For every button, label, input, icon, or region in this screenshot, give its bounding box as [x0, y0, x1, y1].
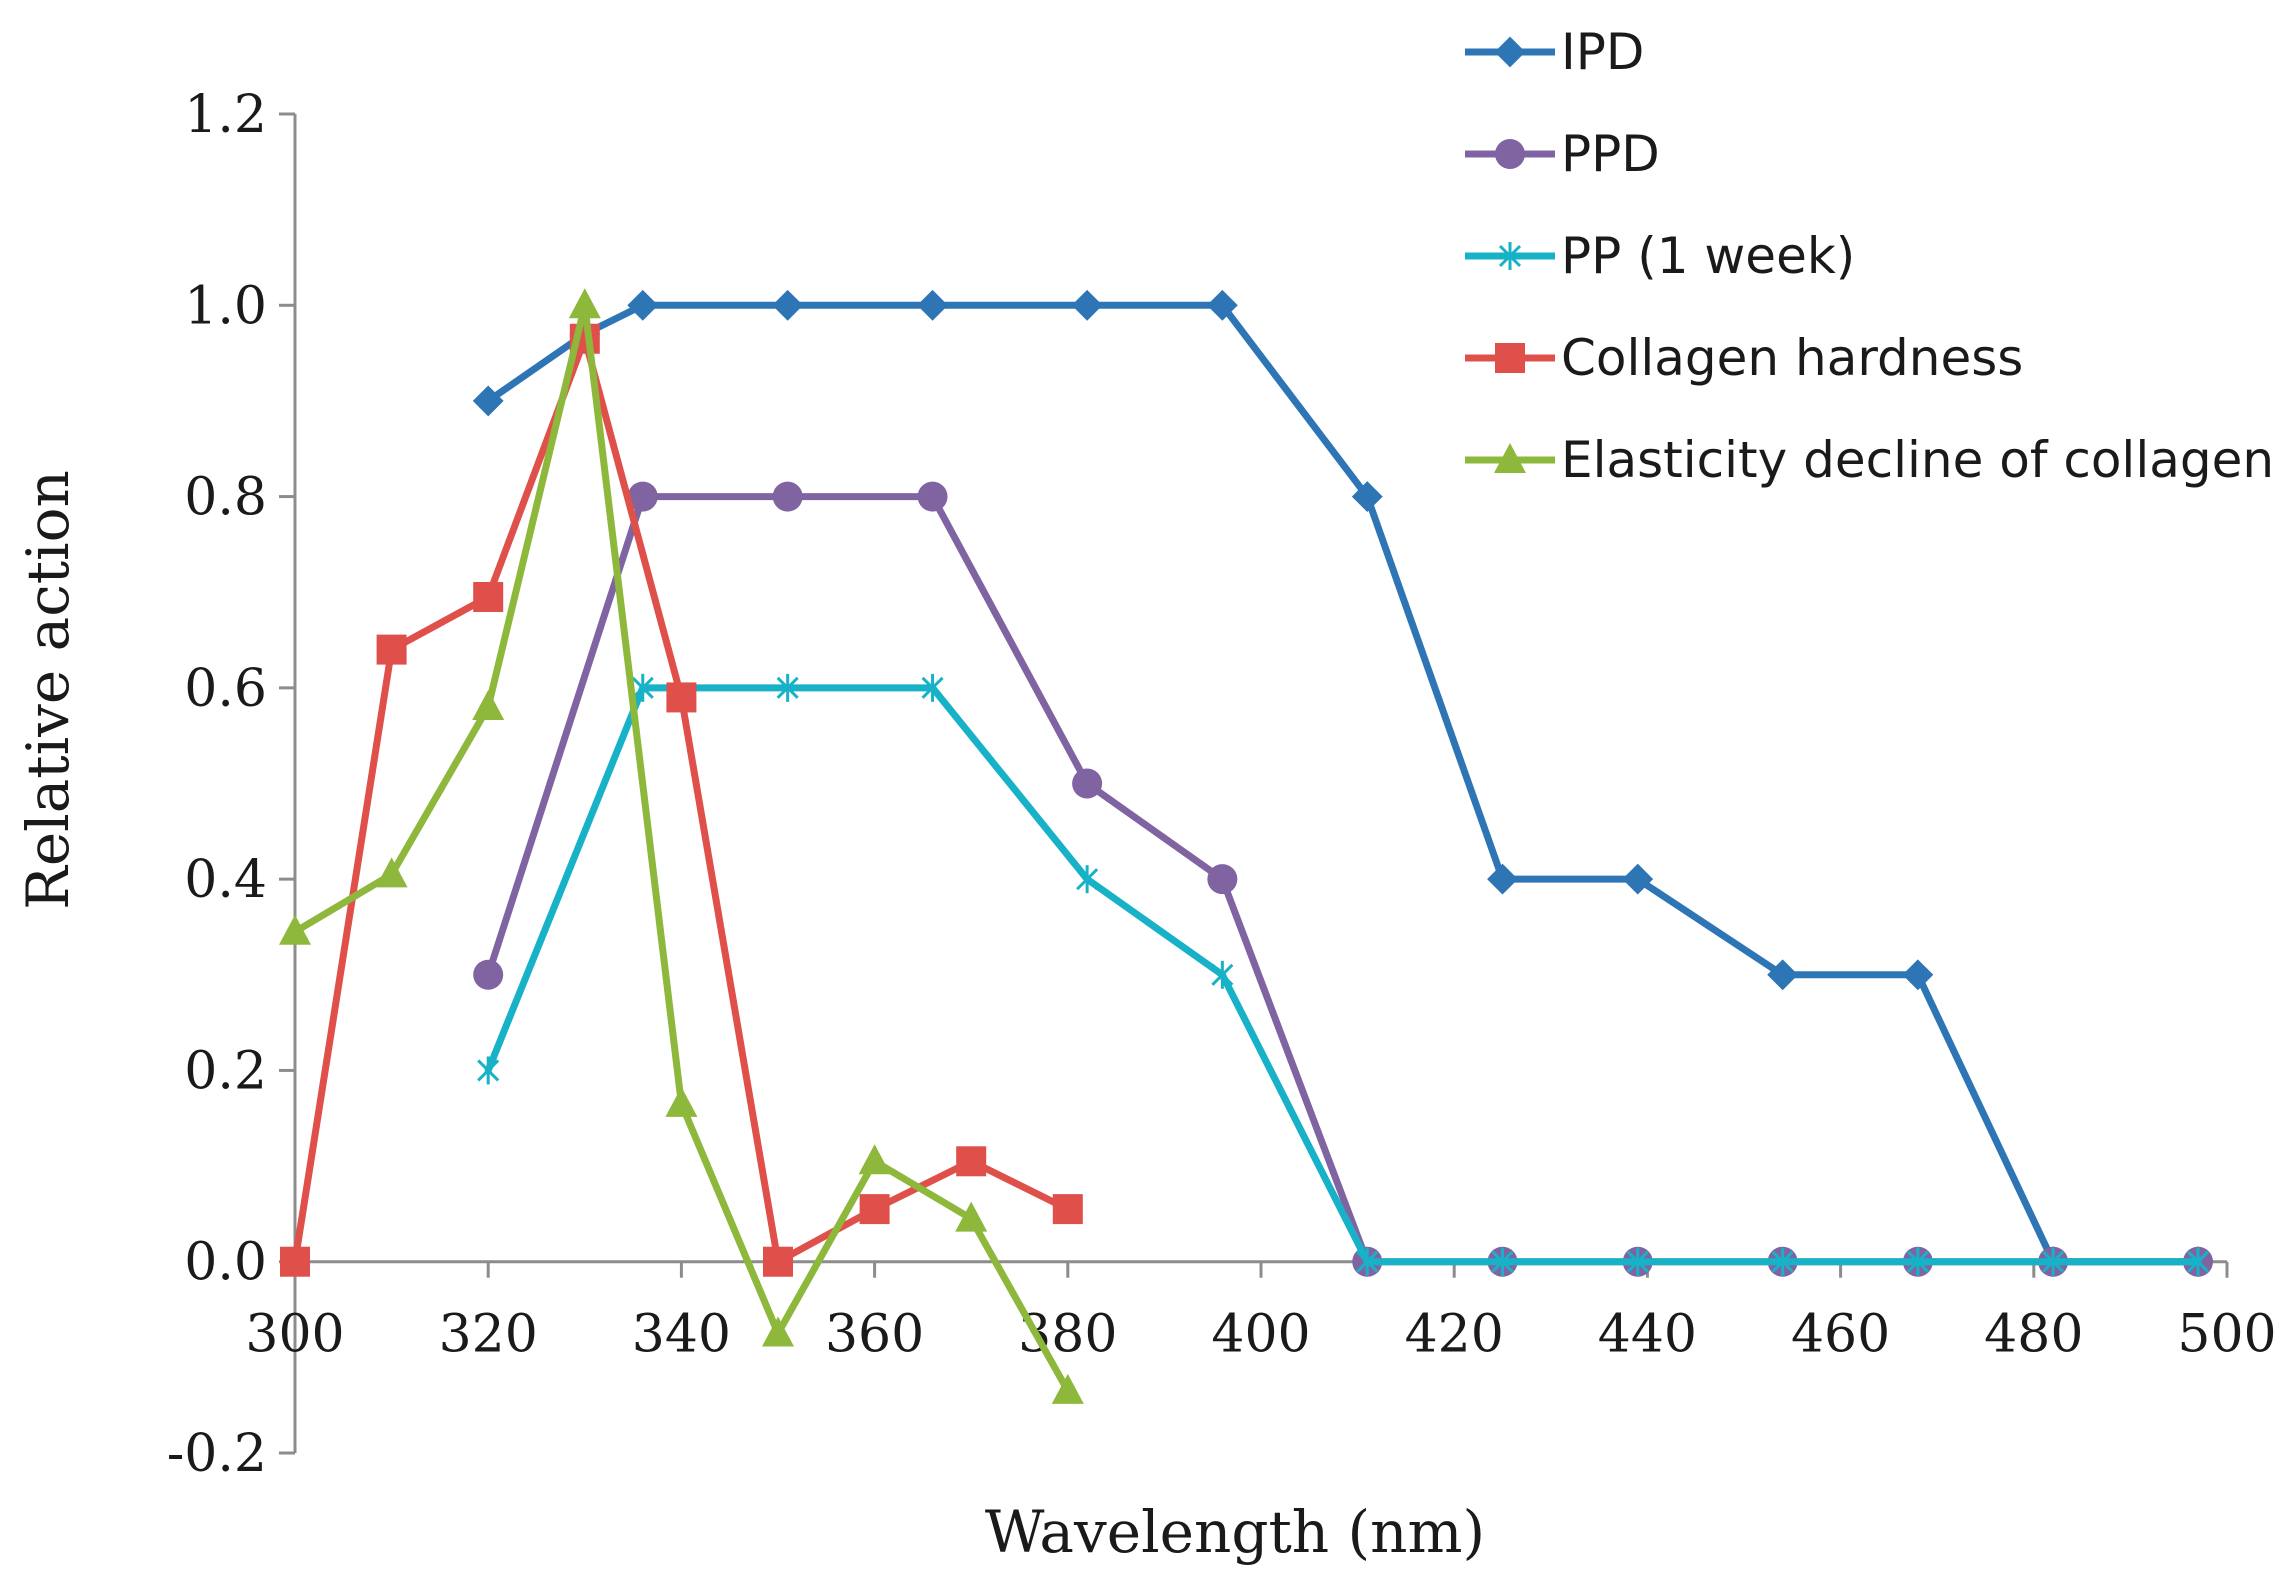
data-point-pp-1-week: [1076, 865, 1099, 894]
y-tick-label: 1.0: [184, 276, 267, 336]
data-point-collagen-hardness: [859, 1194, 890, 1225]
data-point-ipd: [1071, 289, 1103, 321]
y-tick-label: 0.8: [184, 468, 267, 528]
data-point-elasticity-decline-of-collagen: [955, 1201, 988, 1232]
legend-item-elasticity-decline-of-collagen: Elasticity decline of collagen: [1465, 431, 2274, 489]
series-elasticity-decline-of-collagen: [279, 288, 1084, 1404]
data-point-pp-1-week: [477, 1056, 500, 1085]
data-point-ppd: [1207, 864, 1238, 895]
data-point-ipd: [472, 385, 504, 417]
data-point-collagen-hardness: [473, 581, 504, 612]
data-point-elasticity-decline-of-collagen: [762, 1316, 794, 1347]
data-point-ipd: [1902, 959, 1934, 991]
data-point-ipd: [627, 289, 659, 321]
data-point-pp-1-week: [2186, 1247, 2210, 1276]
data-point-elasticity-decline-of-collagen: [375, 857, 408, 888]
data-point-collagen-hardness: [376, 634, 407, 665]
data-point-ipd: [1351, 481, 1383, 512]
series-line-collagen-hardness: [291, 335, 1072, 1266]
data-point-pp-1-week: [1906, 1247, 1929, 1276]
data-point-ipd: [917, 289, 948, 321]
legend-label: IPD: [1561, 23, 1644, 81]
data-point-ipd: [1487, 863, 1518, 895]
data-point-ipd: [1622, 863, 1654, 895]
legend-marker: [1498, 242, 1522, 270]
data-point-elasticity-decline-of-collagen: [568, 288, 601, 319]
data-point-ppd: [772, 481, 803, 512]
x-tick-label: 340: [632, 1305, 731, 1365]
series-line-ppd: [484, 493, 2202, 1266]
y-tick-label: 1.2: [184, 85, 267, 145]
data-point-ipd: [1206, 289, 1238, 321]
y-tick-label: 0.4: [184, 850, 267, 910]
x-tick-label: 480: [1984, 1305, 2083, 1365]
series-ppd: [473, 481, 2214, 1277]
legend-marker: [1494, 36, 1526, 68]
y-ticks: -0.2 0.0 0.2 0.4 0.6 0.8 1.0 1.2: [167, 85, 295, 1484]
legend-item-pp-1-week: PP (1 week): [1465, 227, 1855, 285]
data-point-collagen-hardness: [763, 1246, 793, 1277]
data-point-ppd: [917, 481, 948, 512]
data-point-elasticity-decline-of-collagen: [279, 914, 311, 945]
legend-marker: [1494, 443, 1526, 473]
data-point-pp-1-week: [631, 673, 654, 702]
y-tick-label: 0.2: [184, 1041, 267, 1101]
data-point-ipd: [1767, 959, 1799, 991]
data-point-pp-1-week: [921, 673, 944, 702]
x-tick-label: 440: [1598, 1305, 1697, 1365]
legend-item-ipd: IPD: [1465, 23, 1644, 81]
series-line-pp-1-week: [484, 684, 2202, 1266]
y-tick-label: -0.2: [167, 1424, 267, 1484]
x-tick-label: 460: [1791, 1305, 1890, 1365]
legend-item-ppd: PPD: [1465, 125, 1660, 183]
y-tick-label: 0.0: [184, 1233, 267, 1293]
data-point-pp-1-week: [1491, 1247, 1514, 1276]
data-point-elasticity-decline-of-collagen: [1051, 1373, 1084, 1404]
legend: IPD PPD PP (1 week) Collagen hardness Elasti…: [1465, 23, 2274, 489]
series-collagen-hardness: [280, 323, 1083, 1277]
y-tick-label: 0.6: [184, 659, 267, 719]
data-point-elasticity-decline-of-collagen: [665, 1086, 698, 1117]
legend-label: Collagen hardness: [1561, 329, 2023, 387]
x-tick-label: 400: [1211, 1305, 1310, 1365]
data-point-pp-1-week: [1211, 960, 1234, 989]
legend-label: PP (1 week): [1561, 227, 1855, 285]
data-point-ipd: [772, 289, 804, 321]
x-tick-label: 500: [2177, 1305, 2276, 1365]
x-ticks: 300 320 340 360 380 400 420 440 460 480 500: [245, 1261, 2277, 1365]
x-tick-label: 420: [1405, 1305, 1504, 1365]
data-point-collagen-hardness: [280, 1246, 310, 1277]
legend-marker: [1495, 139, 1525, 169]
data-point-collagen-hardness: [956, 1146, 987, 1177]
legend-label: Elasticity decline of collagen: [1561, 431, 2274, 489]
x-axis-title: Wavelength (nm): [985, 1498, 1485, 1566]
data-point-pp-1-week: [2042, 1247, 2065, 1276]
legend-label: PPD: [1561, 125, 1660, 183]
data-point-pp-1-week: [1626, 1247, 1649, 1276]
series-line-ipd: [484, 301, 2202, 1266]
data-point-collagen-hardness: [1052, 1194, 1083, 1225]
data-point-ppd: [627, 481, 658, 512]
data-point-ppd: [473, 959, 504, 990]
legend-marker: [1495, 343, 1525, 373]
x-tick-label: 360: [825, 1305, 924, 1365]
series-line-elasticity-decline-of-collagen: [291, 301, 1072, 1395]
x-tick-label: 300: [245, 1305, 344, 1365]
y-axis-title: Relative action: [14, 470, 82, 910]
series-group: [279, 288, 2214, 1404]
data-point-pp-1-week: [776, 673, 799, 702]
data-point-collagen-hardness: [666, 682, 697, 713]
legend-item-collagen-hardness: Collagen hardness: [1465, 329, 2023, 387]
data-point-elasticity-decline-of-collagen: [858, 1144, 891, 1175]
data-point-pp-1-week: [1771, 1247, 1794, 1276]
series-pp-1-week: [477, 673, 2210, 1276]
x-tick-label: 320: [439, 1305, 538, 1365]
data-point-pp-1-week: [1356, 1247, 1379, 1276]
data-point-elasticity-decline-of-collagen: [472, 689, 505, 720]
data-point-ppd: [1072, 768, 1103, 799]
